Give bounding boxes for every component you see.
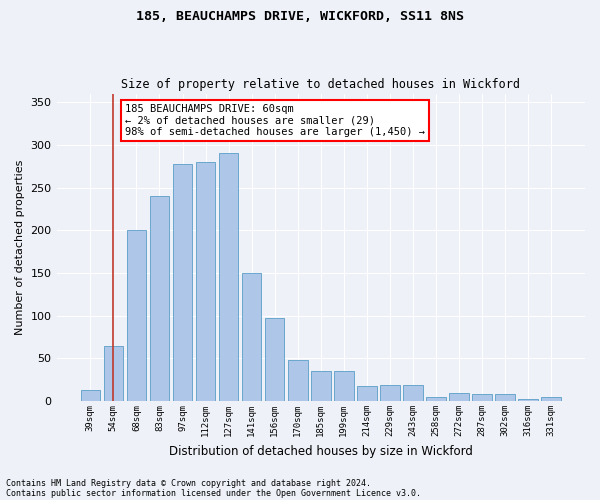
Text: Contains public sector information licensed under the Open Government Licence v3: Contains public sector information licen… [6, 488, 421, 498]
Bar [104, 346, 123, 401]
Bar [196, 162, 215, 401]
Bar [334, 371, 353, 401]
Bar [311, 371, 331, 401]
Y-axis label: Number of detached properties: Number of detached properties [15, 160, 25, 335]
Bar [173, 164, 193, 401]
Text: 185, BEAUCHAMPS DRIVE, WICKFORD, SS11 8NS: 185, BEAUCHAMPS DRIVE, WICKFORD, SS11 8N… [136, 10, 464, 23]
Bar [288, 360, 308, 401]
X-axis label: Distribution of detached houses by size in Wickford: Distribution of detached houses by size … [169, 444, 473, 458]
Bar [518, 398, 538, 401]
Title: Size of property relative to detached houses in Wickford: Size of property relative to detached ho… [121, 78, 520, 91]
Bar [357, 386, 377, 401]
Bar [127, 230, 146, 401]
Bar [242, 273, 262, 401]
Bar [265, 318, 284, 401]
Bar [426, 397, 446, 401]
Bar [219, 154, 238, 401]
Bar [403, 385, 423, 401]
Bar [449, 394, 469, 401]
Text: Contains HM Land Registry data © Crown copyright and database right 2024.: Contains HM Land Registry data © Crown c… [6, 478, 371, 488]
Bar [472, 394, 492, 401]
Bar [149, 196, 169, 401]
Bar [496, 394, 515, 401]
Bar [380, 385, 400, 401]
Bar [80, 390, 100, 401]
Bar [541, 397, 561, 401]
Text: 185 BEAUCHAMPS DRIVE: 60sqm
← 2% of detached houses are smaller (29)
98% of semi: 185 BEAUCHAMPS DRIVE: 60sqm ← 2% of deta… [125, 104, 425, 137]
